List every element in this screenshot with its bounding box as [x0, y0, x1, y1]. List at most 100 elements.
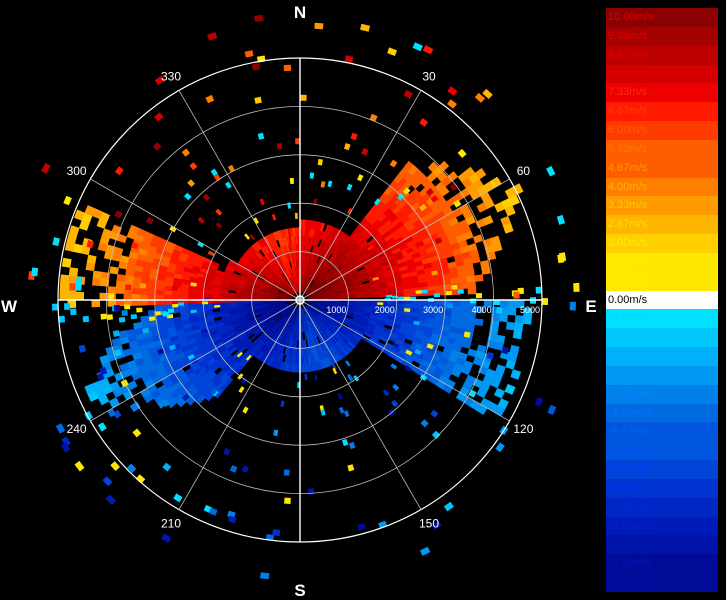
echo-cell: [273, 280, 281, 287]
echo-cell: [171, 286, 178, 291]
echo-cell: [60, 442, 71, 453]
echo-cell: [314, 306, 323, 310]
echo-cell: [109, 231, 120, 241]
echo-cell: [459, 282, 469, 290]
echo-cell: [285, 312, 292, 321]
echo-cell: [200, 348, 210, 357]
echo-cell: [396, 335, 406, 343]
echo-cell: [179, 251, 189, 259]
echo-cell: [358, 270, 368, 277]
echo-cell: [265, 265, 273, 273]
echo-cell: [296, 283, 299, 293]
range-label: 5000: [520, 305, 540, 315]
echo-cell: [339, 305, 348, 309]
echo-cell: [315, 304, 324, 309]
echo-cell: [305, 305, 313, 312]
echo-cell: [315, 294, 324, 297]
echo-cell: [331, 306, 340, 310]
echo-cell: [403, 296, 410, 300]
echo-cell: [304, 306, 310, 314]
echo-cell: [272, 333, 279, 342]
echo-cell: [329, 312, 338, 317]
echo-cell: [314, 318, 321, 326]
echo-cell: [310, 261, 316, 271]
echo-cell: [113, 246, 124, 256]
echo-cell: [223, 354, 233, 362]
echo-cell: [403, 284, 412, 290]
echo-cell: [279, 264, 285, 273]
echo-cell: [314, 263, 320, 272]
echo-cell: [219, 304, 229, 309]
echo-cell: [440, 268, 451, 276]
echo-cell: [323, 260, 330, 269]
echo-cell: [331, 291, 340, 295]
echo-cell: [280, 229, 285, 239]
echo-cell: [307, 294, 316, 298]
echo-cell: [305, 323, 309, 332]
echo-cell: [214, 272, 224, 278]
echo-cell: [244, 233, 250, 240]
echo-cell: [376, 272, 386, 279]
echo-cell: [286, 346, 290, 356]
echo-cell: [302, 315, 305, 325]
echo-cell: [385, 294, 392, 298]
echo-cell: [292, 284, 297, 293]
echo-cell: [260, 290, 269, 294]
echo-cell: [204, 312, 214, 317]
echo-cell: [215, 324, 225, 331]
echo-cell: [288, 305, 295, 313]
echo-cell: [346, 308, 356, 312]
echo-cell: [296, 275, 299, 285]
echo-cell: [392, 232, 403, 241]
echo-cell: [308, 312, 315, 321]
echo-cell: [379, 305, 389, 310]
echo-cell: [332, 344, 340, 353]
echo-cell: [249, 234, 256, 241]
echo-cell: [321, 310, 330, 316]
echo-cell: [464, 263, 474, 272]
echo-cell: [387, 289, 397, 294]
echo-cell: [322, 332, 329, 341]
echo-cell: [133, 270, 143, 278]
echo-cell: [457, 270, 467, 278]
echo-cell: [269, 349, 276, 358]
echo-cell: [163, 290, 173, 296]
echo-cell: [99, 354, 110, 365]
echo-cell: [445, 196, 457, 207]
echo-cell: [306, 347, 310, 356]
echo-cell: [247, 276, 257, 282]
echo-cell: [305, 268, 309, 277]
echo-cell: [272, 281, 281, 288]
echo-cell: [344, 260, 353, 268]
echo-cell: [262, 325, 271, 333]
bearing-label: 120: [513, 422, 533, 436]
echo-cell: [253, 338, 262, 347]
echo-cell: [271, 323, 279, 331]
scale-color-swatch: [606, 365, 718, 386]
echo-cell: [403, 89, 413, 99]
echo-cell: [206, 273, 216, 279]
echo-cell: [346, 284, 355, 289]
echo-cell: [347, 296, 357, 299]
echo-cell: [163, 304, 173, 310]
echo-cell: [386, 283, 396, 288]
echo-cell: [179, 340, 189, 349]
echo-cell: [280, 345, 286, 354]
echo-cell: [220, 334, 230, 342]
echo-cell: [400, 216, 411, 225]
echo-cell: [281, 310, 289, 317]
scale-label: 3.33m/s: [608, 199, 648, 212]
echo-cell: [283, 297, 293, 299]
echo-cell: [247, 317, 257, 323]
echo-cell: [276, 276, 284, 284]
echo-cell: [239, 335, 249, 343]
echo-cell: [208, 266, 218, 273]
echo-cell: [285, 270, 291, 279]
echo-cell: [383, 270, 393, 276]
echo-cell: [306, 277, 310, 286]
echo-cell: [235, 303, 245, 307]
echo-cell: [405, 349, 413, 356]
echo-cell: [219, 302, 229, 306]
echo-cell: [304, 331, 307, 341]
echo-cell: [297, 283, 300, 293]
